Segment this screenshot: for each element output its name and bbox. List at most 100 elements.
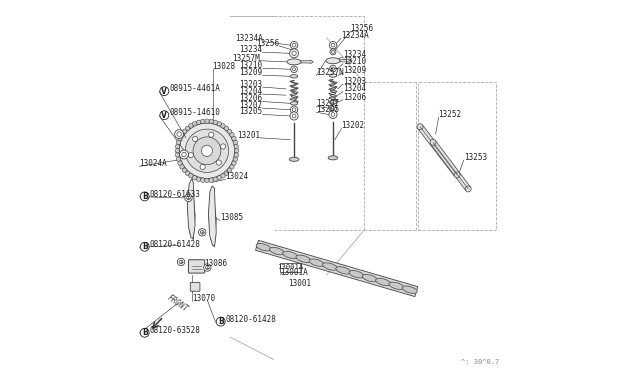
Circle shape <box>291 66 298 73</box>
Circle shape <box>331 113 335 116</box>
Text: 13205: 13205 <box>316 105 339 114</box>
Text: V: V <box>161 111 167 120</box>
Polygon shape <box>209 188 216 247</box>
Text: 13001A: 13001A <box>280 268 308 277</box>
Circle shape <box>177 132 181 137</box>
Circle shape <box>220 144 226 149</box>
Circle shape <box>332 50 335 53</box>
Text: 13206: 13206 <box>239 94 262 103</box>
Text: 13201: 13201 <box>237 131 260 140</box>
Circle shape <box>417 124 423 130</box>
Ellipse shape <box>402 286 417 294</box>
Text: 13257N: 13257N <box>316 68 344 77</box>
Circle shape <box>209 132 214 137</box>
Text: 13234: 13234 <box>343 50 366 59</box>
Circle shape <box>186 171 190 176</box>
Text: 13252: 13252 <box>438 110 461 119</box>
Text: 13070: 13070 <box>192 294 215 303</box>
Circle shape <box>193 137 221 165</box>
Ellipse shape <box>291 102 298 105</box>
Circle shape <box>205 178 209 183</box>
Ellipse shape <box>289 157 299 161</box>
Circle shape <box>329 110 337 119</box>
Polygon shape <box>418 125 460 177</box>
Circle shape <box>209 119 213 124</box>
Circle shape <box>209 178 213 182</box>
Circle shape <box>292 68 296 71</box>
Ellipse shape <box>329 100 337 104</box>
Circle shape <box>193 176 197 180</box>
Text: 13024: 13024 <box>225 172 248 181</box>
Circle shape <box>175 144 180 149</box>
Circle shape <box>202 145 212 156</box>
Circle shape <box>140 328 149 337</box>
Ellipse shape <box>256 244 271 251</box>
Circle shape <box>187 196 190 200</box>
Circle shape <box>216 160 221 165</box>
Circle shape <box>182 168 187 173</box>
Circle shape <box>292 43 296 47</box>
Circle shape <box>185 194 192 202</box>
Circle shape <box>205 119 209 124</box>
Ellipse shape <box>287 59 301 65</box>
Text: 13207: 13207 <box>316 99 339 108</box>
Text: 13085: 13085 <box>220 213 243 222</box>
Circle shape <box>290 49 298 58</box>
Text: 13234: 13234 <box>239 45 262 54</box>
Circle shape <box>234 153 239 157</box>
Circle shape <box>180 150 188 159</box>
Circle shape <box>221 124 225 128</box>
Ellipse shape <box>389 282 404 289</box>
Text: B: B <box>142 192 148 201</box>
FancyArrow shape <box>301 60 314 64</box>
Text: 13028: 13028 <box>212 62 236 71</box>
Circle shape <box>178 161 182 165</box>
Text: 13234A: 13234A <box>340 31 369 40</box>
Polygon shape <box>209 186 216 245</box>
Text: 13203: 13203 <box>343 77 366 86</box>
Circle shape <box>291 41 298 49</box>
Circle shape <box>292 114 296 118</box>
Text: 13210: 13210 <box>239 61 262 70</box>
Circle shape <box>193 137 198 142</box>
Text: 08120-63528: 08120-63528 <box>150 326 201 335</box>
Text: 08120-61428: 08120-61428 <box>150 240 201 249</box>
Circle shape <box>180 164 184 169</box>
Circle shape <box>179 123 235 179</box>
Circle shape <box>331 43 335 47</box>
Text: 08915-14610: 08915-14610 <box>170 108 220 118</box>
Ellipse shape <box>296 255 311 263</box>
Text: 13204: 13204 <box>343 84 366 93</box>
FancyBboxPatch shape <box>188 260 205 273</box>
Ellipse shape <box>291 75 298 78</box>
Circle shape <box>200 119 205 124</box>
Circle shape <box>175 153 180 157</box>
Circle shape <box>179 260 183 264</box>
Ellipse shape <box>326 58 340 64</box>
Circle shape <box>331 106 335 110</box>
Circle shape <box>221 173 225 178</box>
Circle shape <box>292 108 296 112</box>
Circle shape <box>233 140 237 145</box>
Circle shape <box>186 126 190 131</box>
Text: 13001A: 13001A <box>277 264 303 270</box>
Text: FRONT: FRONT <box>166 293 190 314</box>
Circle shape <box>189 173 193 178</box>
Circle shape <box>430 139 436 145</box>
Circle shape <box>227 129 232 134</box>
Circle shape <box>200 178 205 182</box>
Circle shape <box>140 192 149 201</box>
Text: ^: 30^0.7: ^: 30^0.7 <box>461 359 500 365</box>
Circle shape <box>330 65 336 72</box>
Ellipse shape <box>336 267 351 274</box>
Text: V: V <box>161 87 167 96</box>
Text: 13205: 13205 <box>239 108 262 116</box>
Circle shape <box>233 157 237 161</box>
Circle shape <box>290 112 298 120</box>
Circle shape <box>232 161 236 165</box>
Ellipse shape <box>376 278 390 286</box>
Circle shape <box>196 177 201 182</box>
Ellipse shape <box>349 270 364 278</box>
Text: 13210: 13210 <box>343 57 366 65</box>
Circle shape <box>217 122 221 126</box>
